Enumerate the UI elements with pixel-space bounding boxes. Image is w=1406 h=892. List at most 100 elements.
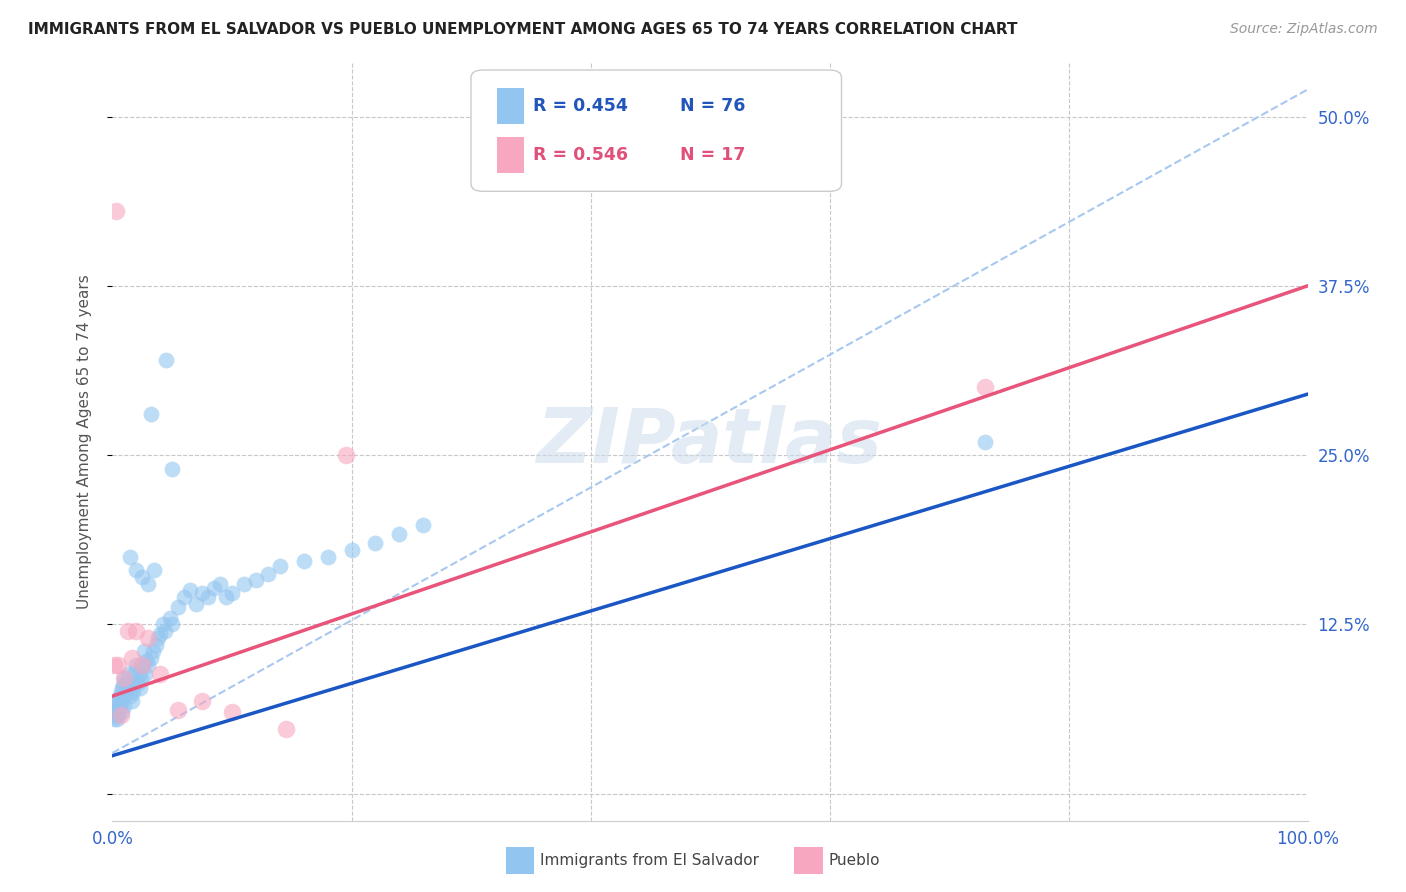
FancyBboxPatch shape xyxy=(498,137,523,173)
Point xyxy=(138,657,160,672)
Point xyxy=(111,681,134,695)
Point xyxy=(233,576,256,591)
Point xyxy=(335,448,357,462)
Point xyxy=(131,657,153,672)
Point xyxy=(120,689,142,703)
Point xyxy=(162,617,183,632)
Point xyxy=(121,651,143,665)
Point xyxy=(167,703,190,717)
Point xyxy=(245,573,267,587)
Point xyxy=(107,657,129,672)
Point xyxy=(257,567,280,582)
Point xyxy=(117,667,139,681)
Point xyxy=(108,689,131,703)
Point xyxy=(105,698,128,713)
Point xyxy=(107,708,129,723)
Y-axis label: Unemployment Among Ages 65 to 74 years: Unemployment Among Ages 65 to 74 years xyxy=(77,274,91,609)
Point xyxy=(128,667,150,681)
Point xyxy=(111,706,134,720)
Point xyxy=(114,698,135,713)
Text: N = 17: N = 17 xyxy=(681,146,745,164)
Point xyxy=(269,559,291,574)
Point xyxy=(112,689,135,703)
Point xyxy=(191,586,214,600)
Point xyxy=(197,591,219,605)
Point xyxy=(129,681,152,695)
Point xyxy=(105,694,128,708)
Text: Immigrants from El Salvador: Immigrants from El Salvador xyxy=(540,854,759,868)
Point xyxy=(131,570,153,584)
Point xyxy=(105,706,128,720)
Point xyxy=(191,694,214,708)
Text: ZIPatlas: ZIPatlas xyxy=(537,405,883,478)
Point xyxy=(110,685,132,699)
Point xyxy=(103,657,125,672)
Point xyxy=(179,583,201,598)
Point xyxy=(340,542,363,557)
Point xyxy=(143,563,166,577)
Point xyxy=(105,712,128,726)
Point xyxy=(118,681,141,695)
Point xyxy=(114,685,136,699)
Point xyxy=(974,434,997,449)
Text: IMMIGRANTS FROM EL SALVADOR VS PUEBLO UNEMPLOYMENT AMONG AGES 65 TO 74 YEARS COR: IMMIGRANTS FROM EL SALVADOR VS PUEBLO UN… xyxy=(28,22,1018,37)
Text: N = 76: N = 76 xyxy=(681,97,745,115)
Point xyxy=(105,204,128,219)
Point xyxy=(149,627,172,641)
Point xyxy=(104,708,127,723)
Text: R = 0.454: R = 0.454 xyxy=(533,97,628,115)
Point xyxy=(316,549,339,564)
Point xyxy=(107,691,129,706)
Point xyxy=(127,675,149,690)
Point xyxy=(138,631,160,645)
FancyBboxPatch shape xyxy=(471,70,842,191)
Point xyxy=(114,672,135,686)
Point xyxy=(120,549,142,564)
Point xyxy=(121,685,143,699)
Point xyxy=(139,408,162,422)
Point xyxy=(108,698,131,713)
Point xyxy=(221,706,243,720)
Point xyxy=(131,657,153,672)
Point xyxy=(135,654,157,668)
Point xyxy=(974,380,997,394)
Point xyxy=(103,712,125,726)
Point xyxy=(167,599,190,614)
FancyBboxPatch shape xyxy=(498,88,523,124)
Point xyxy=(155,353,177,368)
Point xyxy=(134,667,156,681)
Point xyxy=(138,576,160,591)
Point xyxy=(215,591,238,605)
Point xyxy=(145,638,167,652)
Text: R = 0.546: R = 0.546 xyxy=(533,146,628,164)
Point xyxy=(274,722,297,736)
Point xyxy=(122,678,145,692)
Point xyxy=(159,610,181,624)
Point xyxy=(125,624,148,639)
Point xyxy=(142,644,165,658)
Point xyxy=(114,672,135,686)
Point xyxy=(117,624,139,639)
Point xyxy=(125,657,148,672)
Point xyxy=(139,651,162,665)
Point xyxy=(221,586,243,600)
Point xyxy=(153,624,176,639)
Point xyxy=(146,631,169,645)
Point xyxy=(104,703,127,717)
Point xyxy=(186,597,208,611)
Text: Pueblo: Pueblo xyxy=(828,854,880,868)
Point xyxy=(209,576,232,591)
Point xyxy=(412,518,434,533)
Point xyxy=(292,554,315,568)
Point xyxy=(124,665,146,679)
Point xyxy=(121,694,143,708)
Point xyxy=(112,678,135,692)
Point xyxy=(110,694,132,708)
Point xyxy=(162,461,183,475)
Point xyxy=(125,563,148,577)
Point xyxy=(149,667,172,681)
Point xyxy=(129,672,152,686)
Point xyxy=(202,581,225,595)
Point xyxy=(364,536,387,550)
Point xyxy=(115,675,138,690)
